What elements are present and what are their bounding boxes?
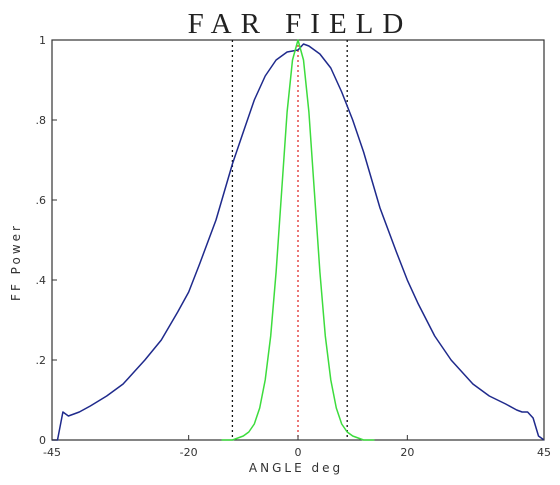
x-tick-label: 20 <box>400 446 414 459</box>
series-line-0 <box>52 43 545 441</box>
chart-title: FAR FIELD <box>188 8 413 40</box>
x-tick-label: 45 <box>537 446 551 459</box>
y-axis-ticks: 0 .2 .4 .6 .8 1 <box>36 34 57 447</box>
y-tick-label: 1 <box>39 34 46 47</box>
y-tick-label: .2 <box>36 354 47 367</box>
y-tick-label: .4 <box>36 274 47 287</box>
reference-lines <box>231 40 348 440</box>
x-axis-label: ANGLE deg <box>249 461 343 475</box>
x-tick-label: -45 <box>43 446 61 459</box>
series-layer <box>52 39 545 441</box>
series-line-1 <box>221 39 375 441</box>
y-tick-label: .8 <box>36 114 47 127</box>
x-tick-label: 0 <box>295 446 302 459</box>
x-axis-ticks: -45 -20 0 20 45 <box>43 435 551 459</box>
y-tick-label: .6 <box>36 194 47 207</box>
y-axis-label: FF Power <box>9 223 23 301</box>
y-tick-label: 0 <box>39 434 46 447</box>
x-tick-label: -20 <box>180 446 198 459</box>
